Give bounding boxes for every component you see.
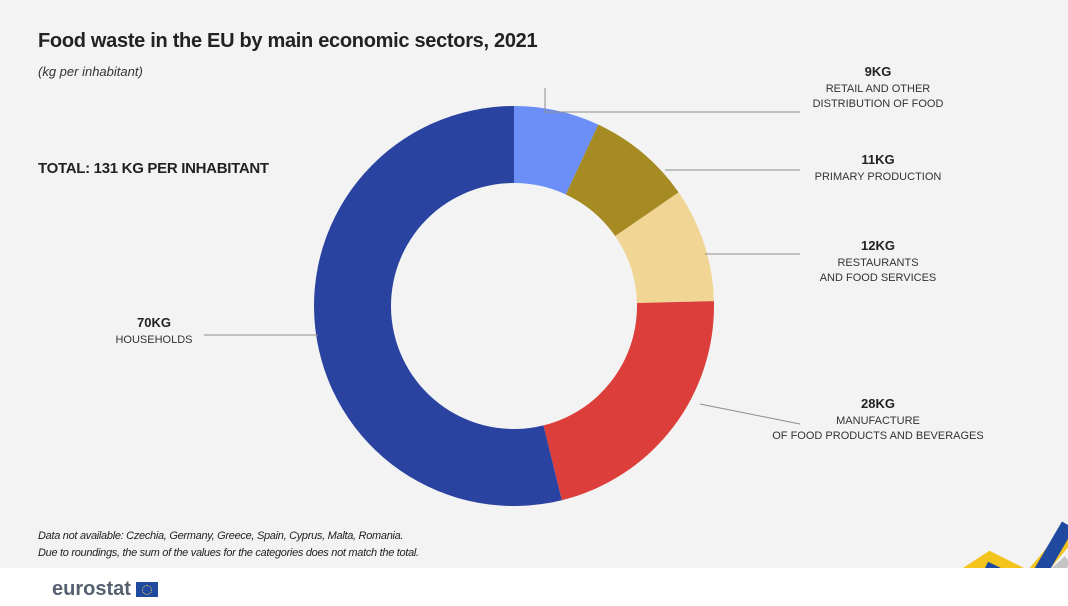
total-label: TOTAL: 131 KG PER INHABITANT xyxy=(38,160,269,177)
note-roundings: Due to roundings, the sum of the values … xyxy=(38,547,419,559)
slice-category-label-3-1: OF FOOD PRODUCTS AND BEVERAGES xyxy=(772,430,983,442)
donut-slice-0 xyxy=(514,106,599,195)
slice-value-label-1: 11KG xyxy=(861,152,894,167)
slice-value-label-3: 28KG xyxy=(861,396,895,411)
donut-slice-3 xyxy=(543,301,714,501)
eurostat-logo: eurostat xyxy=(52,578,158,601)
leader-line-3 xyxy=(699,403,801,425)
note-data-unavailable: Data not available: Czechia, Germany, Gr… xyxy=(38,530,404,542)
slice-category-label-0-1: DISTRIBUTION OF FOOD xyxy=(813,98,944,110)
donut-chart: 9KG RETAIL AND OTHER DISTRIBUTION OF FOOD 1… xyxy=(115,64,1068,568)
donut-slice-1 xyxy=(565,124,679,237)
slice-category-label-2-1: AND FOOD SERVICES xyxy=(820,272,937,284)
slice-value-label-2: 12KG xyxy=(861,238,895,253)
eu-flag-icon xyxy=(135,582,158,597)
footer xyxy=(0,568,1068,606)
donut-slice-2 xyxy=(615,192,714,304)
slice-category-label-0-0: RETAIL AND OTHER xyxy=(826,83,931,95)
logo-text: eurostat xyxy=(52,578,131,600)
donut-slice-4 xyxy=(313,106,562,506)
slice-value-label-4: 70KG xyxy=(137,315,171,330)
slice-category-label-1-0: PRIMARY PRODUCTION xyxy=(815,171,942,183)
decorative-chevron xyxy=(962,521,1068,568)
chart-title: Food waste in the EU by main economic se… xyxy=(38,30,538,52)
slice-category-label-3-0: MANUFACTURE xyxy=(836,415,920,427)
leader-line-0 xyxy=(544,88,800,113)
chart-subtitle: (kg per inhabitant) xyxy=(38,64,143,79)
slice-category-label-4-0: HOUSEHOLDS xyxy=(115,334,192,346)
slice-category-label-2-0: RESTAURANTS xyxy=(837,257,918,269)
slice-value-label-0: 9KG xyxy=(865,64,892,79)
